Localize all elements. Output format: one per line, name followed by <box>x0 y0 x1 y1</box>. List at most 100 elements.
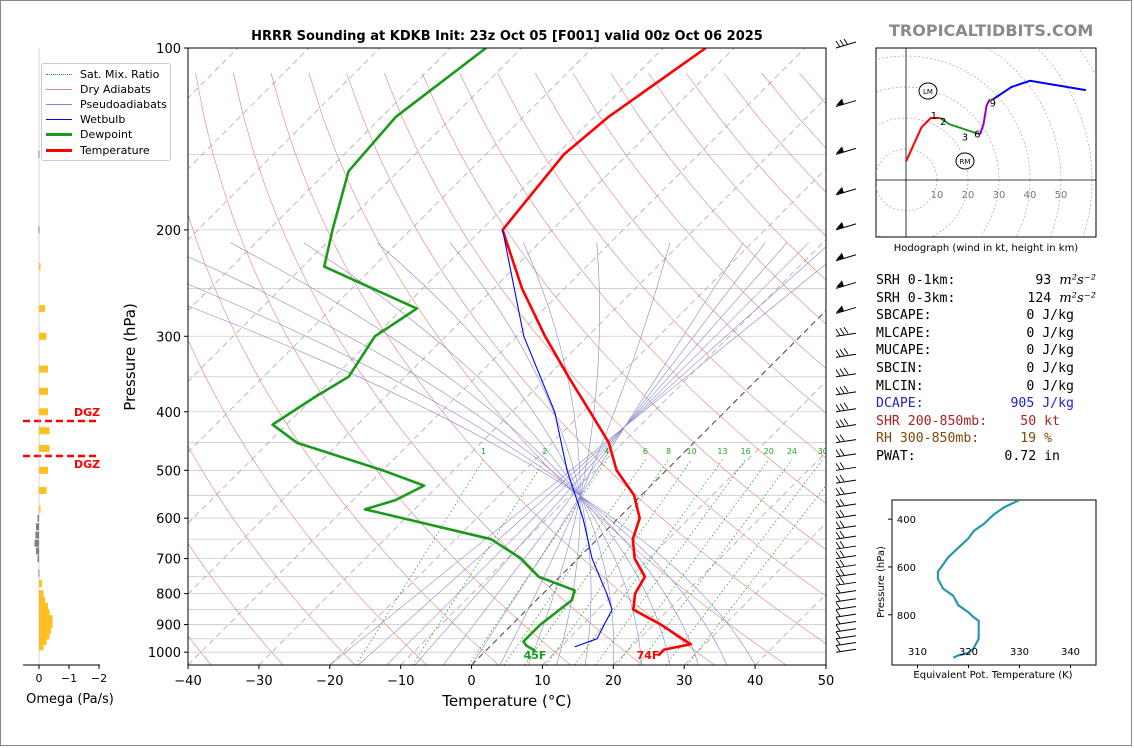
wind-barb <box>835 564 857 569</box>
wind-barb-feather <box>835 631 841 638</box>
x-tick-label: 20 <box>605 674 622 689</box>
wind-barb-feather <box>839 509 845 517</box>
omega-bar <box>39 626 51 634</box>
stat-label: MUCAPE: <box>876 343 932 359</box>
wind-barb-feather <box>839 434 845 441</box>
stat-dcape: DCAPE: 905 J/kg <box>876 395 1096 413</box>
dry-adiabat <box>459 72 826 504</box>
legend-swatch <box>46 73 72 75</box>
mixing-ratio-line <box>686 484 826 665</box>
wind-barb-feather <box>835 488 841 495</box>
wind-barb-feather <box>843 367 849 374</box>
hodograph-ring-label: 30 <box>993 190 1006 201</box>
omega-bar <box>36 547 39 555</box>
hodograph-plot: 10 20 30 40 50 12 3 6 9 LM RM <box>876 48 1096 237</box>
chart-legend: Sat. Mix. Ratio Dry Adiabats Pseudoadiab… <box>41 63 171 161</box>
wind-barb-feather <box>835 449 841 457</box>
wind-barb <box>835 479 857 484</box>
wind-barb-flag <box>836 146 844 154</box>
wind-barb-feather <box>835 560 841 568</box>
theta-e-line <box>936 500 1020 659</box>
profile-dewpoint <box>271 48 576 653</box>
wind-barb-flag <box>836 221 844 229</box>
pseudoadiabat <box>188 256 699 665</box>
mixing-ratio-line <box>411 459 546 665</box>
stat-label: SBCIN: <box>876 360 924 376</box>
wind-barb-feather <box>843 38 849 46</box>
wind-barb <box>835 555 857 560</box>
omega-panel: 0 −1 −2 <box>23 48 107 685</box>
y-tick-label: 100 <box>156 42 181 57</box>
wind-barb-feather <box>835 617 841 624</box>
mixing-ratio-line <box>545 459 692 665</box>
mixing-ratio-label: 1 <box>481 447 486 456</box>
wind-barb <box>835 535 857 540</box>
omega-tick-label: 0 <box>36 672 43 685</box>
isotherm <box>542 380 826 665</box>
theta-e-y-tick-label: 400 <box>897 515 916 526</box>
hodograph-ring-label: 40 <box>1024 190 1037 201</box>
wind-barb <box>835 514 857 519</box>
hodograph-lm-marker <box>918 82 938 100</box>
mixing-ratio-line <box>595 459 746 665</box>
isotherm <box>329 168 826 665</box>
legend-swatch <box>46 103 72 105</box>
wind-barb-feather <box>835 594 841 601</box>
pseudoadiabat <box>414 242 788 665</box>
stat-label: MLCIN: <box>876 378 924 394</box>
pseudoadiabat <box>528 242 600 665</box>
wind-barb-feather <box>835 521 841 529</box>
omega-bar <box>39 615 53 623</box>
pseudoadiabat <box>303 242 642 665</box>
wind-barb <box>835 424 857 429</box>
theta-e-y-tick-label: 800 <box>897 611 916 622</box>
x-tick-label: 0 <box>467 674 475 689</box>
dry-adiabat <box>188 213 499 665</box>
stat-shear: SHR 200-850mb: 50 kt <box>876 413 1096 431</box>
stat-mlcin: MLCIN: 0 J/kg <box>876 378 1096 396</box>
wind-barb <box>835 613 857 618</box>
omega-bar <box>36 523 39 531</box>
dgz-label-top: DGZ <box>74 406 100 419</box>
pseudoadiabat <box>230 242 671 665</box>
stat-srh03: SRH 0-3km: 124 m²s⁻² <box>876 290 1096 308</box>
wind-barb-feather <box>835 578 841 585</box>
mixing-ratio-line <box>503 459 646 665</box>
omega-bar <box>39 602 48 610</box>
hodograph-height-label: 1 <box>931 111 937 122</box>
stat-sbcape: SBCAPE: 0 J/kg <box>876 307 1096 325</box>
wind-barb <box>835 545 857 550</box>
theta-e-x-tick-label: 320 <box>959 647 978 658</box>
dry-adiabat <box>188 338 428 665</box>
wind-barb <box>835 306 857 314</box>
legend-label: Sat. Mix. Ratio <box>80 67 160 81</box>
omega-bar <box>39 505 41 513</box>
mixing-ratio-label: 13 <box>717 447 727 456</box>
wind-barb-feather <box>839 577 845 584</box>
wind-barb-feather <box>835 404 841 412</box>
wind-barb-feather <box>839 520 845 528</box>
dry-adiabat <box>610 72 826 325</box>
wind-barb-feather <box>843 402 849 410</box>
hodograph-height-label: 9 <box>990 99 996 110</box>
mixing-ratio-label: 30 <box>818 447 828 456</box>
omega-bar <box>38 226 40 234</box>
wind-barb-feather <box>835 638 841 645</box>
hodograph-lm-label: LM <box>923 88 933 96</box>
mixing-ratio-label: 6 <box>643 447 648 456</box>
pseudoadiabat <box>357 246 826 665</box>
hodograph-ring-label: 20 <box>962 190 975 201</box>
wind-barb-feather <box>835 510 841 518</box>
omega-bar <box>38 569 40 577</box>
dry-adiabat <box>421 72 826 550</box>
wind-barb <box>835 391 857 396</box>
dry-adiabat <box>188 445 356 665</box>
skewt-ylabel: Pressure (hPa) <box>121 303 139 411</box>
omega-bar <box>35 531 39 539</box>
hodograph-rm-label: RM <box>960 158 971 166</box>
omega-bar <box>39 263 41 271</box>
x-tick-label: 40 <box>747 674 764 689</box>
dry-adiabat <box>497 72 826 459</box>
hodograph-caption: Hodograph (wind in kt, height in km) <box>894 243 1079 254</box>
